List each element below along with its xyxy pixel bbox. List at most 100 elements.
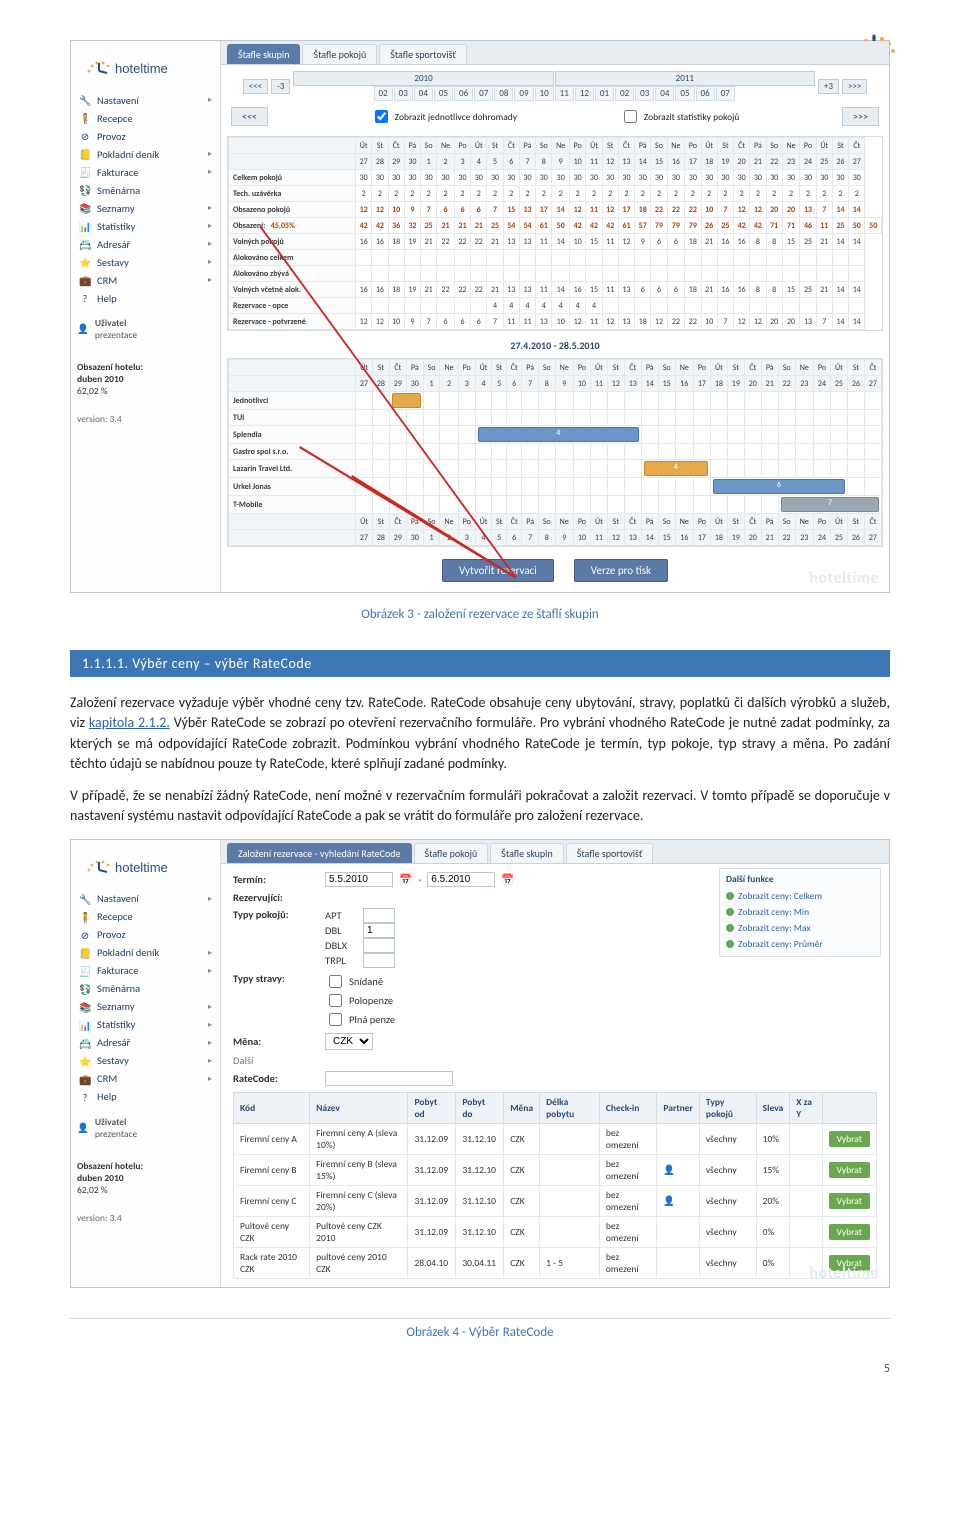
menu-icon: 🧾 [79, 166, 91, 178]
sidebar-item-nastavení[interactable]: 🔧Nastavení▸ [77, 91, 214, 109]
tab[interactable]: Štafle pokojů [302, 44, 377, 64]
month-cell[interactable]: 03 [635, 86, 654, 101]
month-cell[interactable]: 02 [374, 86, 393, 101]
hoteltime-logo: hoteltime [81, 53, 191, 81]
sidebar-item-recepce[interactable]: 🧍Recepce [77, 908, 214, 926]
month-cell[interactable]: 03 [394, 86, 413, 101]
label-rezervujici: Rezervující: [233, 891, 319, 904]
tab[interactable]: Štafle pokojů [414, 843, 489, 863]
month-cell[interactable]: 12 [575, 86, 594, 101]
table-row: Firemní ceny BFiremní ceny B (sleva 15%)… [234, 1154, 877, 1185]
nav-next-year[interactable]: >>> [842, 79, 867, 94]
month-prev-button[interactable]: <<< [231, 107, 268, 126]
sidebar-item-pokladní deník[interactable]: 📒Pokladní deník▸ [77, 944, 214, 962]
sidebar-item-sestavy[interactable]: ⭐Sestavy▸ [77, 253, 214, 271]
sidebar-item-help[interactable]: ?Help [77, 289, 214, 307]
date-to-input[interactable] [427, 872, 495, 887]
menu-icon: 💼 [79, 1073, 91, 1085]
roomtype-input[interactable] [363, 908, 395, 923]
sidebar-item-nastavení[interactable]: 🔧Nastavení▸ [77, 890, 214, 908]
month-cell[interactable]: 01 [595, 86, 614, 101]
create-reservation-button[interactable]: Vytvořit rezervaci [442, 559, 554, 582]
sidebar-item-provoz[interactable]: ⊘Provoz [77, 127, 214, 145]
menu-icon: 📒 [79, 947, 91, 959]
user-icon: 👤 [77, 1122, 89, 1134]
month-cell[interactable]: 05 [675, 86, 694, 101]
tab[interactable]: Štafle sportovišť [379, 44, 467, 64]
month-next-button[interactable]: >>> [842, 107, 879, 126]
month-cell[interactable]: 06 [454, 86, 473, 101]
tab[interactable]: Založení rezervace - vyhledání RateCode [227, 843, 412, 863]
sidebar-item-provoz[interactable]: ⊘Provoz [77, 926, 214, 944]
sidebar-item-statistiky[interactable]: 📊Statistiky▸ [77, 1016, 214, 1034]
right-panel-item[interactable]: Zobrazit ceny: Průměr [726, 936, 874, 952]
chapter-link[interactable]: kapitola 2.1.2. [89, 714, 170, 731]
table-row: Rack rate 2010 CZKpultové ceny 2010 CZK2… [234, 1247, 877, 1278]
nav-prev-step[interactable]: -3 [271, 79, 290, 94]
menu-icon: 🧍 [79, 112, 91, 124]
month-cell[interactable]: 02 [615, 86, 634, 101]
sidebar-item-adresář[interactable]: 📇Adresář▸ [77, 1034, 214, 1052]
month-cell[interactable]: 07 [474, 86, 493, 101]
date-from-input[interactable] [325, 872, 393, 887]
tab[interactable]: Štafle sportovišť [566, 843, 654, 863]
section-heading: 1.1.1.1. Výběr ceny – výběr RateCode [70, 650, 890, 677]
option-room-stats[interactable]: Zobrazit statistiky pokojů [620, 107, 740, 126]
sidebar-item-sestavy[interactable]: ⭐Sestavy▸ [77, 1052, 214, 1070]
occupancy-value: 62,02 % [77, 385, 108, 397]
select-button[interactable]: Vybrat [829, 1224, 870, 1240]
option-individuals[interactable]: Zobrazit jednotlivce dohromady [371, 107, 517, 126]
month-cell[interactable]: 08 [494, 86, 513, 101]
select-button[interactable]: Vybrat [829, 1162, 870, 1178]
hoteltime-logo: hoteltime [81, 852, 191, 880]
sidebar-item-seznamy[interactable]: 📚Seznamy▸ [77, 998, 214, 1016]
right-panel-item[interactable]: Zobrazit ceny: Max [726, 920, 874, 936]
sidebar: hoteltime 🔧Nastavení▸🧍Recepce⊘Provoz📒Pok… [71, 840, 221, 1287]
meal-option[interactable]: Plná penze [325, 1010, 395, 1029]
calendar-icon[interactable]: 📅 [501, 873, 514, 886]
month-cell[interactable]: 04 [414, 86, 433, 101]
sidebar-item-statistiky[interactable]: 📊Statistiky▸ [77, 217, 214, 235]
meal-option[interactable]: Snídaně [325, 972, 395, 991]
meal-option[interactable]: Polopenze [325, 991, 395, 1010]
roomtype-input[interactable] [363, 923, 395, 938]
sidebar-item-adresář[interactable]: 📇Adresář▸ [77, 235, 214, 253]
month-cell[interactable]: 05 [434, 86, 453, 101]
tab[interactable]: Štafle skupin [227, 44, 300, 64]
sidebar-item-pokladní deník[interactable]: 📒Pokladní deník▸ [77, 145, 214, 163]
sidebar-item-crm[interactable]: 💼CRM▸ [77, 271, 214, 289]
month-cell[interactable]: 04 [655, 86, 674, 101]
partner-icon: 👤 [657, 1154, 700, 1185]
month-cell[interactable]: 11 [555, 86, 574, 101]
calendar-icon[interactable]: 📅 [399, 873, 412, 886]
select-button[interactable]: Vybrat [829, 1131, 870, 1147]
ratecode-input[interactable] [325, 1071, 453, 1086]
sidebar-item-help[interactable]: ?Help [77, 1088, 214, 1106]
select-button[interactable]: Vybrat [829, 1193, 870, 1209]
paragraph-2: V případě, že se nenabízí žádný RateCode… [70, 786, 890, 827]
month-cell[interactable]: 06 [696, 86, 715, 101]
menu-icon: 💱 [79, 983, 91, 995]
menu-icon: 📒 [79, 148, 91, 160]
month-cell[interactable]: 09 [514, 86, 533, 101]
roomtype-input[interactable] [363, 938, 395, 953]
print-version-button[interactable]: Verze pro tisk [574, 559, 668, 582]
sidebar-item-fakturace[interactable]: 🧾Fakturace▸ [77, 163, 214, 181]
right-panel-item[interactable]: Zobrazit ceny: Celkem [726, 888, 874, 904]
sidebar-item-směnárna[interactable]: 💱Směnárna [77, 980, 214, 998]
nav-next-step[interactable]: +3 [818, 79, 839, 94]
sidebar-item-seznamy[interactable]: 📚Seznamy▸ [77, 199, 214, 217]
roomtype-input[interactable] [363, 953, 395, 968]
currency-select[interactable]: CZK [325, 1033, 373, 1050]
sidebar-item-recepce[interactable]: 🧍Recepce [77, 109, 214, 127]
month-cell[interactable]: 07 [716, 86, 735, 101]
sidebar: hoteltime 🔧Nastavení▸🧍Recepce⊘Provoz📒Pok… [71, 41, 221, 592]
tab[interactable]: Štafle skupin [490, 843, 563, 863]
nav-prev-year[interactable]: <<< [243, 79, 268, 94]
menu-icon: 📇 [79, 238, 91, 250]
right-panel-item[interactable]: Zobrazit ceny: Min [726, 904, 874, 920]
sidebar-item-směnárna[interactable]: 💱Směnárna [77, 181, 214, 199]
sidebar-item-crm[interactable]: 💼CRM▸ [77, 1070, 214, 1088]
month-cell[interactable]: 10 [535, 86, 554, 101]
sidebar-item-fakturace[interactable]: 🧾Fakturace▸ [77, 962, 214, 980]
